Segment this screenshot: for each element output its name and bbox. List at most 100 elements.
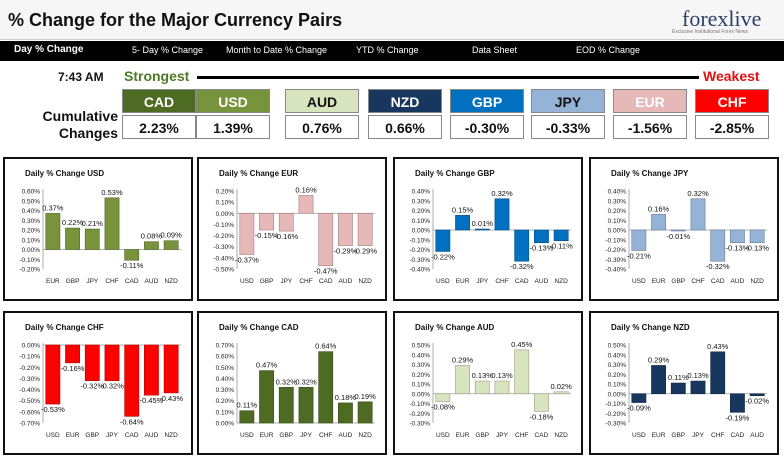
bar-usd [239,212,255,255]
y-tick-label: -0.20% [19,365,40,372]
x-tick-label: EUR [260,432,274,439]
title-bar: % Change for the Major Currency Pairs fo… [0,0,784,40]
x-tick-label: EUR [456,278,470,285]
x-tick-label: NZD [164,278,178,285]
y-tick-label: -0.10% [19,354,40,361]
x-tick-label: CHF [299,278,312,285]
y-tick-label: -0.40% [213,255,234,262]
data-label: 0.18% [335,393,357,402]
data-label: -0.47% [314,267,338,276]
nav-data-sheet[interactable]: Data Sheet [472,45,518,55]
y-tick-label: -0.60% [19,409,40,416]
y-tick-label: 0.40% [608,189,627,196]
logo-tagline: Exclusive Institutional Forex News [672,29,748,35]
bar-usd [435,229,451,252]
bar-usd [45,344,61,405]
x-tick-label: GBP [85,432,99,439]
forexlive-logo[interactable]: forexlive Exclusive Institutional Forex … [668,4,778,36]
y-tick-label: 0.40% [216,376,235,383]
logo-text: forexlive [682,6,762,31]
x-tick-label: USD [46,432,60,439]
y-tick-label: 0.00% [22,247,41,254]
bar-jpy [494,380,510,395]
data-label: 0.13% [687,371,709,380]
x-tick-label: NZD [358,432,372,439]
data-label: -0.29% [353,247,377,256]
x-tick-label: CHF [711,432,724,439]
data-label: 0.09% [161,231,183,240]
data-label: 0.15% [452,205,474,214]
nav-ytd-change[interactable]: YTD % Change [356,45,419,55]
y-tick-label: 0.10% [216,200,235,207]
nav-day-change[interactable]: Day % Change [14,44,84,55]
chart-title: Daily % Change USD [25,169,105,178]
y-tick-label: -0.10% [605,401,626,408]
data-label: 0.16% [648,204,670,213]
y-tick-label: 0.60% [216,354,235,361]
bar-cad [710,229,726,262]
data-label: -0.53% [41,405,65,414]
data-label: -0.64% [120,417,144,426]
currency-value-usd: 1.39% [196,115,270,139]
nav-5day-change[interactable]: 5- Day % Change [132,45,204,55]
bar-aud [338,212,353,246]
y-tick-label: 0.40% [412,189,431,196]
x-tick-label: JPY [280,278,293,285]
y-tick-label: -0.30% [605,257,626,264]
bar-usd [435,393,451,402]
chart-title: Daily % Change EUR [219,169,299,178]
x-tick-label: GBP [66,278,80,285]
bar-jpy [84,228,100,250]
y-tick-label: 0.60% [22,189,41,196]
y-tick-label: 0.40% [22,208,41,215]
data-label: -0.32% [510,262,534,271]
bar-chf [690,198,706,231]
x-tick-label: USD [436,432,450,439]
bar-jpy [104,344,120,381]
y-tick-label: -0.50% [19,398,40,405]
chart-svg-nzd: -0.30% -0.20% -0.10% 0.00% 0.10% 0.20% 0.30% 0.… [605,342,769,439]
data-label: -0.19% [726,413,750,422]
nav-month-to-date-change[interactable]: Month to Date % Change [226,45,328,55]
currency-value-jpy: -0.33% [531,115,605,139]
bar-aud [534,229,549,243]
y-tick-label: 0.00% [608,391,627,398]
chart-svg-usd: -0.20% -0.10% 0.00% 0.10% 0.20% 0.30% 0.40% 0.5… [19,188,183,285]
bar-cad [730,393,745,413]
data-label: 0.16% [295,185,317,194]
data-label: 0.02% [551,382,573,391]
y-tick-label: -0.20% [409,247,430,254]
x-tick-label: CAD [125,432,139,439]
bar-cad [124,249,140,261]
x-tick-label: AUD [145,432,159,439]
bar-usd [239,410,255,424]
currency-badge-chf: CHF [695,89,769,113]
bar-nzd [357,401,373,424]
y-tick-label: -0.10% [409,237,430,244]
data-label: -0.01% [666,232,690,241]
x-tick-label: CHF [691,278,704,285]
y-tick-label: 0.20% [608,372,627,379]
data-label: 0.37% [42,203,64,212]
nav-eod-change[interactable]: EOD % Change [576,45,641,55]
y-tick-label: 0.00% [412,391,431,398]
y-tick-label: 0.00% [608,228,627,235]
x-tick-label: NZD [554,278,568,285]
y-tick-label: 0.50% [216,365,235,372]
data-label: 0.11% [668,373,689,382]
y-tick-label: -0.10% [605,237,626,244]
y-tick-label: 0.10% [608,218,627,225]
chart-panel-usd: Daily % Change USD -0.20% -0.10% 0.00% 0.10%… [3,157,193,301]
bar-jpy [690,380,706,395]
y-tick-label: 0.00% [216,421,235,428]
y-tick-label: 0.40% [412,352,431,359]
x-tick-label: CAD [319,278,333,285]
y-tick-label: -0.30% [19,376,40,383]
bar-nzd [553,391,569,395]
nav-bar: Day % Change 5- Day % Change Month to Da… [0,41,784,61]
x-tick-label: GBP [475,432,489,439]
y-tick-label: 0.10% [608,382,627,389]
bar-nzd [163,240,179,250]
y-tick-label: 0.20% [216,398,235,405]
chart-svg-aud: -0.30% -0.20% -0.10% 0.00% 0.10% 0.20% 0.30% 0.… [409,340,573,439]
